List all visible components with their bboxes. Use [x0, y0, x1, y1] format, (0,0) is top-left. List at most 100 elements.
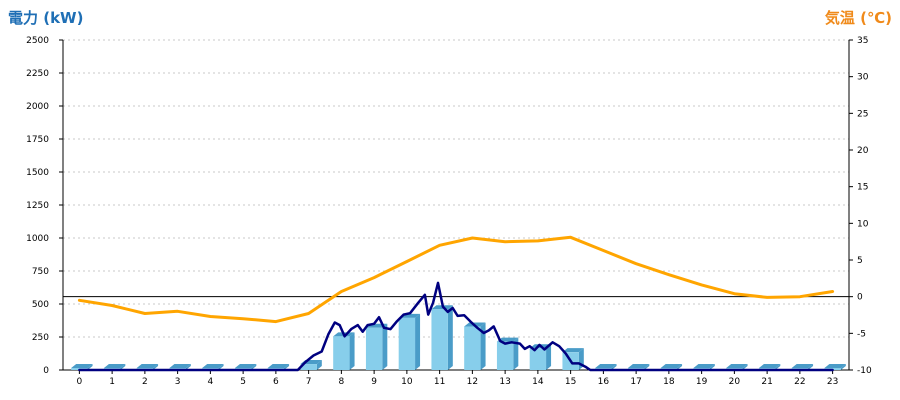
power-bar-front	[365, 327, 383, 370]
power-bar-top	[824, 364, 846, 368]
left-tick-label: 2000	[26, 102, 49, 112]
power-bar-side	[742, 364, 748, 370]
x-tick-label: 18	[663, 377, 675, 387]
x-tick-label: 2	[142, 377, 148, 387]
left-tick-label: 750	[32, 267, 49, 277]
power-bar-side	[218, 364, 224, 370]
power-bar-front	[398, 317, 416, 370]
power-bar-top	[595, 364, 617, 368]
power-bar-side	[546, 344, 552, 370]
power-bar-top	[267, 364, 290, 368]
left-axis-title: 電力 (kW)	[8, 9, 84, 27]
right-axis-title: 気温 (℃)	[824, 9, 892, 27]
power-bar-side	[284, 364, 290, 370]
power-line	[78, 281, 834, 372]
power-bar-front	[431, 309, 448, 370]
power-bar	[529, 344, 552, 370]
power-bar-top	[136, 364, 159, 368]
right-tick-label: 5	[857, 256, 863, 266]
x-tick-label: 23	[827, 377, 838, 387]
power-bar-front	[333, 336, 350, 370]
temperature-line	[77, 235, 835, 324]
left-tick-label: 1500	[26, 168, 49, 178]
x-tick-label: 3	[175, 377, 181, 387]
x-tick-label: 21	[761, 377, 772, 387]
power-bar	[398, 313, 421, 370]
right-tick-label: 20	[857, 146, 869, 156]
power-bar	[431, 305, 453, 370]
x-tick-label: 6	[273, 377, 279, 387]
power-bar-top	[562, 348, 584, 353]
power-bar-side	[153, 364, 159, 370]
right-tick-label: -5	[857, 329, 866, 339]
x-tick-label: 20	[729, 377, 741, 387]
power-bar-front	[464, 326, 481, 370]
x-tick-label: 9	[371, 377, 377, 387]
power-bar	[365, 323, 388, 370]
x-tick-label: 19	[696, 377, 708, 387]
power-bar	[562, 348, 584, 370]
right-tick-label: -10	[857, 366, 872, 376]
left-tick-label: 2500	[26, 36, 49, 46]
power-bar-side	[251, 364, 257, 370]
power-bar	[496, 337, 519, 370]
left-tick-label: 1000	[26, 234, 49, 244]
right-tick-label: 35	[857, 36, 868, 46]
power-bar-side	[185, 364, 191, 370]
power-bar-side	[709, 364, 715, 370]
power-bar-top	[71, 364, 93, 368]
left-tick-label: 0	[43, 366, 49, 376]
power-bar	[333, 332, 355, 370]
x-tick-label: 8	[339, 377, 345, 387]
power-bar-top	[758, 364, 781, 368]
power-bar-top	[496, 337, 519, 342]
power-bar-top	[103, 364, 126, 368]
right-tick-label: 25	[857, 109, 868, 119]
x-tick-label: 15	[565, 377, 576, 387]
power-bar-side	[775, 364, 781, 370]
power-bar-side	[480, 322, 486, 370]
right-tick-label: 0	[857, 293, 863, 303]
power-bar-side	[415, 313, 421, 370]
power-bar-top	[169, 364, 191, 368]
left-tick-label: 2250	[26, 69, 49, 79]
power-bar-top	[234, 364, 257, 368]
x-tick-label: 1	[109, 377, 115, 387]
x-tick-label: 14	[532, 377, 544, 387]
power-bar-top	[791, 364, 814, 368]
left-tick-label: 250	[32, 333, 49, 343]
x-tick-label: 16	[598, 377, 610, 387]
x-tick-label: 12	[467, 377, 478, 387]
power-bar-top	[726, 364, 748, 368]
x-tick-label: 11	[434, 377, 445, 387]
left-tick-label: 500	[32, 300, 49, 310]
power-bar-side	[349, 332, 355, 370]
x-tick-label: 0	[77, 377, 83, 387]
x-tick-label: 10	[401, 377, 413, 387]
power-bar	[464, 322, 486, 370]
x-tick-label: 22	[794, 377, 805, 387]
right-tick-label: 30	[857, 73, 869, 83]
power-bar-side	[840, 364, 846, 370]
power-bar-side	[447, 305, 453, 370]
right-tick-label: 15	[857, 183, 868, 193]
power-bar-front	[496, 341, 514, 370]
power-bar-side	[87, 364, 93, 370]
power-bar-top	[693, 364, 715, 368]
x-tick-label: 7	[306, 377, 312, 387]
power-bar-side	[513, 337, 519, 370]
x-tick-label: 13	[499, 377, 510, 387]
power-bar-top	[627, 364, 650, 368]
power-bar-top	[202, 364, 224, 368]
power-bar-front	[529, 348, 547, 370]
x-tick-label: 5	[240, 377, 246, 387]
right-tick-label: 10	[857, 219, 869, 229]
power-bar-side	[644, 364, 650, 370]
power-bar-side	[120, 364, 126, 370]
power-bar-side	[316, 360, 322, 370]
power-bar-side	[677, 364, 683, 370]
power-bar-top	[660, 364, 683, 368]
left-tick-label: 1250	[26, 201, 49, 211]
power-bar-front	[300, 364, 317, 370]
